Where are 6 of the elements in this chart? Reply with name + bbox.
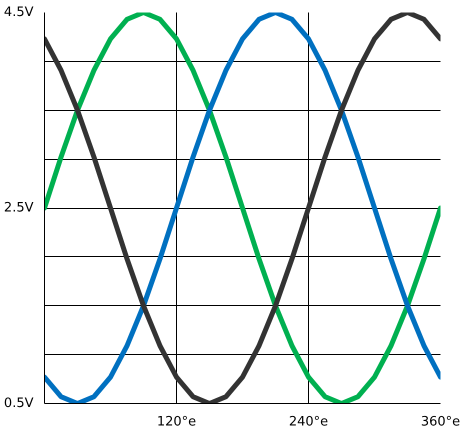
y-tick-label: 0.5V	[4, 396, 34, 411]
x-tick-label: 120°e	[156, 414, 196, 430]
x-tick-label: 360°e	[420, 414, 460, 430]
x-tick-label: 240°e	[288, 414, 328, 430]
y-tick-label: 4.5V	[4, 5, 34, 20]
y-tick-label: 2.5V	[4, 200, 34, 216]
